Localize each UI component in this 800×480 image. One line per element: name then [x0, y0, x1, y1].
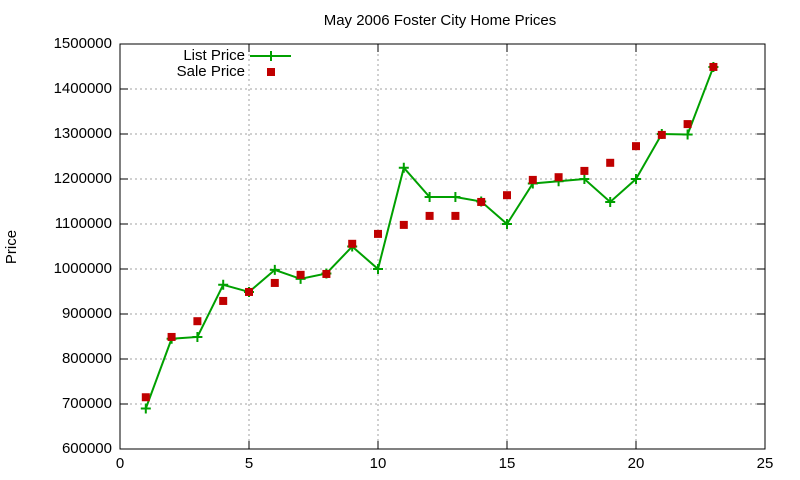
y-tick-label: 800000	[62, 350, 112, 367]
x-tick-label: 20	[628, 455, 645, 472]
data-point	[579, 174, 590, 184]
data-point	[606, 158, 615, 167]
data-point	[580, 166, 589, 175]
data-point	[373, 264, 383, 274]
data-point	[219, 296, 228, 305]
data-point	[141, 393, 150, 402]
data-point	[450, 192, 461, 202]
y-tick-label: 700000	[62, 395, 112, 412]
data-point	[270, 278, 279, 287]
x-tick-label: 10	[370, 455, 387, 472]
legend-label: Sale Price	[177, 63, 245, 80]
y-tick-label: 1400000	[54, 80, 112, 97]
data-point	[399, 220, 408, 229]
data-point	[502, 219, 512, 229]
data-point	[269, 264, 280, 275]
y-tick-label: 900000	[62, 305, 112, 322]
data-point	[218, 279, 229, 290]
data-point	[477, 197, 486, 206]
data-point	[398, 162, 409, 173]
data-line	[144, 66, 715, 409]
data-point	[632, 142, 640, 151]
data-point	[167, 332, 176, 341]
data-point	[296, 270, 305, 279]
y-tick-label: 1300000	[54, 125, 112, 142]
chart-title: May 2006 Foster City Home Prices	[324, 12, 557, 29]
data-point	[683, 120, 692, 129]
data-point	[503, 191, 511, 200]
y-axis-label: Price	[3, 230, 20, 264]
data-point	[245, 287, 253, 296]
data-point	[374, 229, 382, 238]
data-point	[193, 317, 202, 326]
y-tick-label: 1100000	[55, 215, 112, 232]
data-point	[192, 331, 203, 342]
legend-swatch	[267, 68, 275, 76]
plot-border	[119, 43, 766, 450]
data-point	[631, 174, 641, 184]
y-tick-label: 1200000	[54, 170, 112, 187]
data-point	[554, 173, 563, 182]
data-point	[709, 62, 718, 71]
data-point	[528, 175, 537, 184]
legend-label: List Price	[183, 47, 245, 64]
x-tick-label: 5	[245, 455, 253, 472]
data-point	[425, 211, 434, 220]
data-point	[657, 130, 666, 139]
x-tick-label: 0	[116, 455, 124, 472]
data-point	[140, 403, 151, 414]
y-tick-label: 1000000	[54, 260, 112, 277]
data-point	[424, 192, 435, 202]
y-tick-label: 600000	[62, 440, 112, 457]
data-point	[682, 129, 693, 140]
data-point	[605, 196, 616, 207]
legend-swatch	[266, 51, 276, 61]
data-point	[322, 269, 331, 278]
y-tick-label: 1500000	[54, 35, 112, 52]
data-point	[348, 239, 357, 248]
x-tick-label: 25	[757, 455, 774, 472]
x-tick-label: 15	[499, 455, 516, 472]
data-point	[451, 211, 460, 220]
